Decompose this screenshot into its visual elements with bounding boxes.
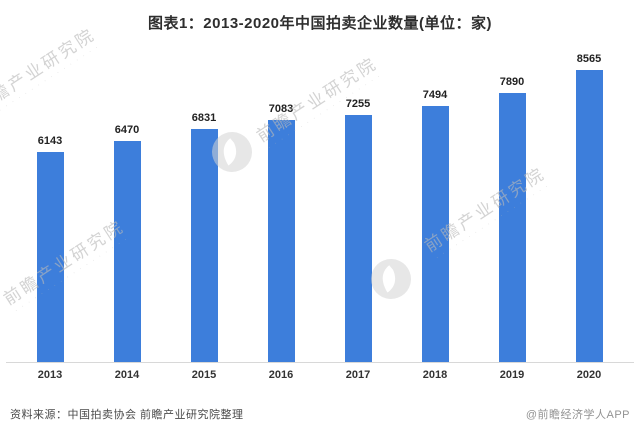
bar-2018 [421, 106, 449, 362]
bar-2016 [267, 120, 295, 362]
source-note: 资料来源：中国拍卖协会 前瞻产业研究院整理 [10, 409, 244, 421]
x-tick-label: 2017 [345, 369, 371, 381]
bar-value-label: 7494 [422, 89, 448, 101]
chart-title: 图表1：2013-2020年中国拍卖企业数量(单位：家) [147, 15, 493, 32]
x-tick-label: 2019 [499, 369, 525, 381]
bar-2019 [498, 93, 526, 362]
x-tick-label: 2016 [268, 369, 294, 381]
x-axis-labels: 2013 2014 2015 2016 2017 2018 2019 2020 [6, 369, 634, 385]
x-tick-label: 2013 [37, 369, 63, 381]
bar-2017 [344, 115, 372, 362]
bar-value-label: 7255 [345, 98, 371, 110]
bar-value-label: 7890 [499, 76, 525, 88]
bar-2013 [36, 152, 64, 362]
x-tick-label: 2015 [191, 369, 217, 381]
bar-value-label: 6831 [191, 112, 217, 124]
bar-2020 [575, 70, 603, 362]
credit-note: @前瞻经济学人APP [525, 409, 630, 421]
bars-container: 6143 6470 6831 7083 7255 7494 7890 8565 [6, 53, 634, 362]
x-tick-label: 2020 [576, 369, 602, 381]
bar-value-label: 8565 [576, 53, 602, 65]
bar-2015 [190, 129, 218, 362]
bar-value-label: 6143 [37, 135, 63, 147]
plot-area: 6143 6470 6831 7083 7255 7494 7890 8565 [6, 53, 634, 363]
bar-2014 [113, 141, 141, 362]
bar-value-label: 6470 [114, 124, 140, 136]
x-tick-label: 2018 [422, 369, 448, 381]
bar-value-label: 7083 [268, 103, 294, 115]
x-tick-label: 2014 [114, 369, 140, 381]
